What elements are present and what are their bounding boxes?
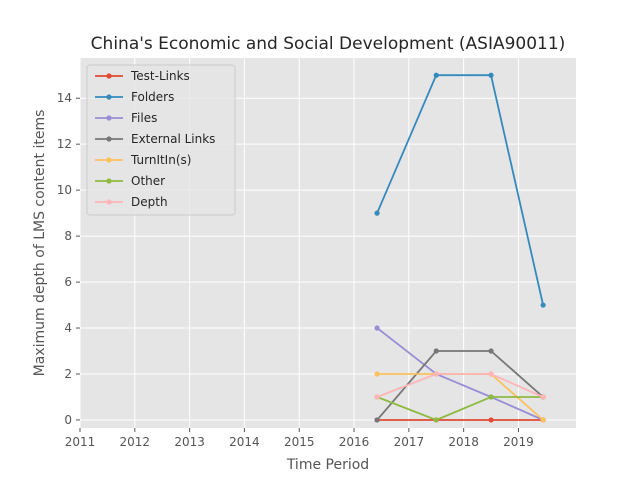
data-point-other: [488, 394, 494, 400]
legend-label: Other: [131, 174, 165, 188]
x-tick-label: 2013: [174, 435, 205, 449]
y-tick-label: 0: [64, 413, 72, 427]
x-tick-label: 2016: [339, 435, 370, 449]
y-tick-label: 2: [64, 367, 72, 381]
chart-title: China's Economic and Social Development …: [91, 34, 566, 54]
data-point-folders: [540, 302, 546, 308]
series-line-folders: [376, 74, 544, 306]
legend-swatch-marker: [106, 199, 112, 205]
series-line-files: [376, 327, 544, 421]
legend-item: Files: [95, 111, 157, 125]
y-tick-label: 12: [57, 137, 72, 151]
legend-label: Files: [131, 111, 157, 125]
legend-item: External Links: [95, 132, 215, 146]
legend-label: Test-Links: [130, 69, 190, 83]
x-tick-label: 2018: [448, 435, 479, 449]
legend-swatch-marker: [106, 157, 112, 163]
legend-label: External Links: [131, 132, 215, 146]
data-point-turnitin-s: [540, 417, 546, 423]
data-point-other: [433, 417, 439, 423]
data-point-external-links: [488, 348, 494, 354]
legend-swatch-marker: [106, 73, 112, 79]
x-tick-label: 2017: [394, 435, 425, 449]
y-tick-label: 8: [64, 229, 72, 243]
data-point-depth: [374, 394, 380, 400]
y-tick-label: 6: [64, 275, 72, 289]
data-point-external-links: [433, 348, 439, 354]
legend-item: Other: [95, 174, 165, 188]
data-point-depth: [488, 371, 494, 377]
x-tick-label: 2015: [284, 435, 315, 449]
legend-item: TurnItIn(s): [95, 153, 191, 167]
x-tick-label: 2011: [65, 435, 96, 449]
legend-item: Depth: [95, 195, 168, 209]
data-point-folders: [374, 210, 380, 216]
x-tick-label: 2012: [120, 435, 151, 449]
series-folders: [374, 72, 546, 308]
data-point-depth: [540, 394, 546, 400]
series-depth: [374, 371, 546, 400]
legend-swatch-marker: [106, 115, 112, 121]
x-tick-label: 2019: [503, 435, 534, 449]
series-line-other: [376, 396, 544, 421]
data-point-test-links: [488, 417, 494, 423]
y-tick-label: 4: [64, 321, 72, 335]
data-point-external-links: [374, 417, 380, 423]
legend-swatch-marker: [106, 178, 112, 184]
legend-swatch-marker: [106, 136, 112, 142]
series-layer: [374, 72, 546, 423]
y-axis-ticks: 0 2 4 6 8 10 12 14: [57, 91, 80, 427]
legend-label: Folders: [131, 90, 174, 104]
data-point-folders: [488, 72, 494, 78]
data-point-depth: [433, 371, 439, 377]
y-tick-label: 10: [57, 183, 72, 197]
legend-item: Test-Links: [95, 69, 190, 83]
data-point-folders: [433, 72, 439, 78]
data-point-turnitin-s: [374, 371, 380, 377]
legend-swatch-marker: [106, 94, 112, 100]
y-tick-label: 14: [57, 91, 72, 105]
legend-label: TurnItIn(s): [130, 153, 191, 167]
legend-box: [86, 64, 236, 216]
legend-item: Folders: [95, 90, 174, 104]
y-axis-label: Maximum depth of LMS content items: [32, 110, 48, 377]
data-point-files: [374, 325, 380, 331]
x-axis-ticks: 2011 2012 2013 2014 2015 2016 2017 2018 2019: [65, 428, 534, 449]
x-axis-label: Time Period: [286, 457, 369, 473]
legend: Test-Links Folders Files External Links Turn…: [86, 64, 236, 216]
legend-label: Depth: [131, 195, 168, 209]
series-line-depth: [376, 373, 544, 398]
x-tick-label: 2014: [229, 435, 260, 449]
